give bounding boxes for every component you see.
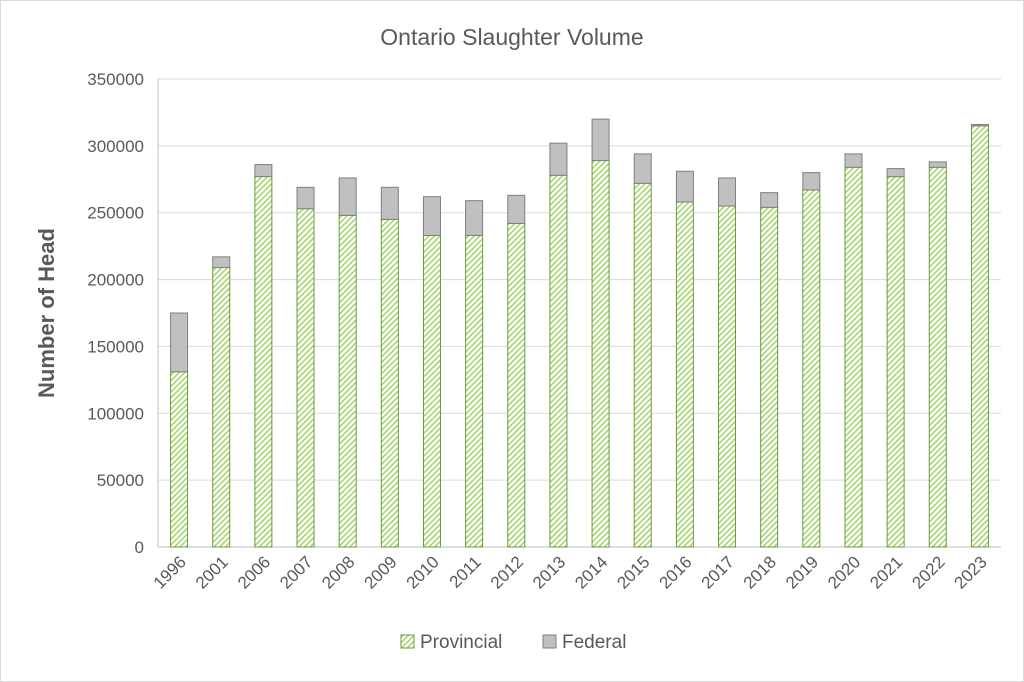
bar-provincial-2017 — [718, 205, 737, 548]
bar-federal-2007 — [296, 186, 315, 210]
bars — [170, 118, 989, 548]
x-tick-label: 2015 — [613, 552, 653, 592]
x-tick-label: 2022 — [908, 552, 948, 592]
x-tick-label: 1996 — [150, 552, 190, 592]
bar-provincial-2019 — [802, 189, 821, 548]
bar-federal-1996 — [170, 312, 189, 373]
x-tick-label: 2021 — [866, 552, 906, 592]
x-tick-label: 2006 — [234, 552, 274, 592]
y-tick-label: 50000 — [97, 471, 144, 490]
bar-provincial-2008 — [338, 214, 357, 548]
bar-federal-2016 — [675, 170, 694, 203]
bar-provincial-2013 — [549, 174, 568, 548]
legend-label-federal: Federal — [562, 632, 626, 653]
bar-provincial-2006 — [254, 176, 273, 548]
legend-swatch-provincial — [400, 634, 415, 649]
x-tick-label: 2019 — [782, 552, 822, 592]
y-tick-label: 150000 — [87, 337, 144, 356]
bar-federal-2011 — [465, 200, 484, 236]
bar-provincial-2015 — [633, 182, 652, 548]
y-tick-label: 300000 — [87, 137, 144, 156]
bar-provincial-2009 — [380, 218, 399, 548]
gridlines — [157, 78, 1001, 548]
x-tick-label: 2018 — [740, 552, 780, 592]
x-tick-label: 2012 — [487, 552, 527, 592]
x-tick-label: 2016 — [656, 552, 696, 592]
bar-federal-2020 — [844, 153, 863, 168]
y-tick-label: 100000 — [87, 404, 144, 423]
y-tick-label: 250000 — [87, 204, 144, 223]
bar-provincial-2020 — [844, 166, 863, 548]
bar-provincial-1996 — [170, 371, 189, 548]
x-tick-label: 2023 — [951, 552, 991, 592]
legend: Provincial Federal — [400, 632, 626, 653]
bar-provincial-2018 — [760, 206, 779, 548]
x-tick-label: 2001 — [192, 552, 232, 592]
bar-provincial-2016 — [675, 201, 694, 548]
bar-federal-2018 — [760, 192, 779, 208]
bar-provincial-2012 — [507, 222, 526, 548]
bar-federal-2012 — [507, 194, 526, 224]
bar-provincial-2001 — [212, 267, 231, 548]
x-tick-label: 2011 — [446, 552, 485, 591]
bar-federal-2009 — [380, 186, 399, 220]
bar-federal-2019 — [802, 172, 821, 191]
y-tick-label: 0 — [135, 538, 144, 557]
bar-federal-2013 — [549, 142, 568, 176]
bar-federal-2022 — [928, 161, 947, 168]
bar-federal-2006 — [254, 164, 273, 178]
bar-federal-2015 — [633, 153, 652, 184]
bar-federal-2017 — [718, 177, 737, 207]
bar-provincial-2007 — [296, 208, 315, 548]
bar-provincial-2021 — [886, 176, 905, 548]
x-tick-label: 2017 — [698, 552, 738, 592]
x-tick-label: 2009 — [360, 552, 400, 592]
y-tick-label: 200000 — [87, 271, 144, 290]
x-tick-label: 2013 — [529, 552, 569, 592]
bar-provincial-2014 — [591, 160, 610, 548]
x-tick-label: 2007 — [276, 552, 316, 592]
bar-provincial-2011 — [465, 234, 484, 548]
bar-federal-2001 — [212, 256, 231, 269]
bar-provincial-2010 — [422, 234, 441, 548]
bar-provincial-2023 — [970, 125, 989, 548]
bar-provincial-2022 — [928, 166, 947, 548]
y-axis-ticks: 0 50000 100000 150000 200000 250000 300000 3500… — [87, 70, 144, 557]
x-tick-label: 2008 — [318, 552, 358, 592]
legend-label-provincial: Provincial — [420, 632, 502, 653]
x-tick-label: 2010 — [403, 552, 443, 592]
y-axis-label: Number of Head — [34, 228, 59, 398]
chart-title: Ontario Slaughter Volume — [380, 24, 643, 50]
x-tick-label: 2020 — [824, 552, 864, 592]
x-tick-label: 2014 — [571, 552, 611, 592]
y-tick-label: 350000 — [87, 70, 144, 89]
bar-federal-2008 — [338, 177, 357, 216]
bar-federal-2023 — [970, 123, 989, 127]
legend-swatch-federal — [542, 634, 557, 649]
bar-federal-2021 — [886, 168, 905, 178]
x-axis-ticks: 1996 2001 2006 2007 2008 2009 2010 2011 2012 2013… — [150, 552, 991, 592]
bar-federal-2010 — [422, 196, 441, 236]
bar-federal-2014 — [591, 118, 610, 162]
